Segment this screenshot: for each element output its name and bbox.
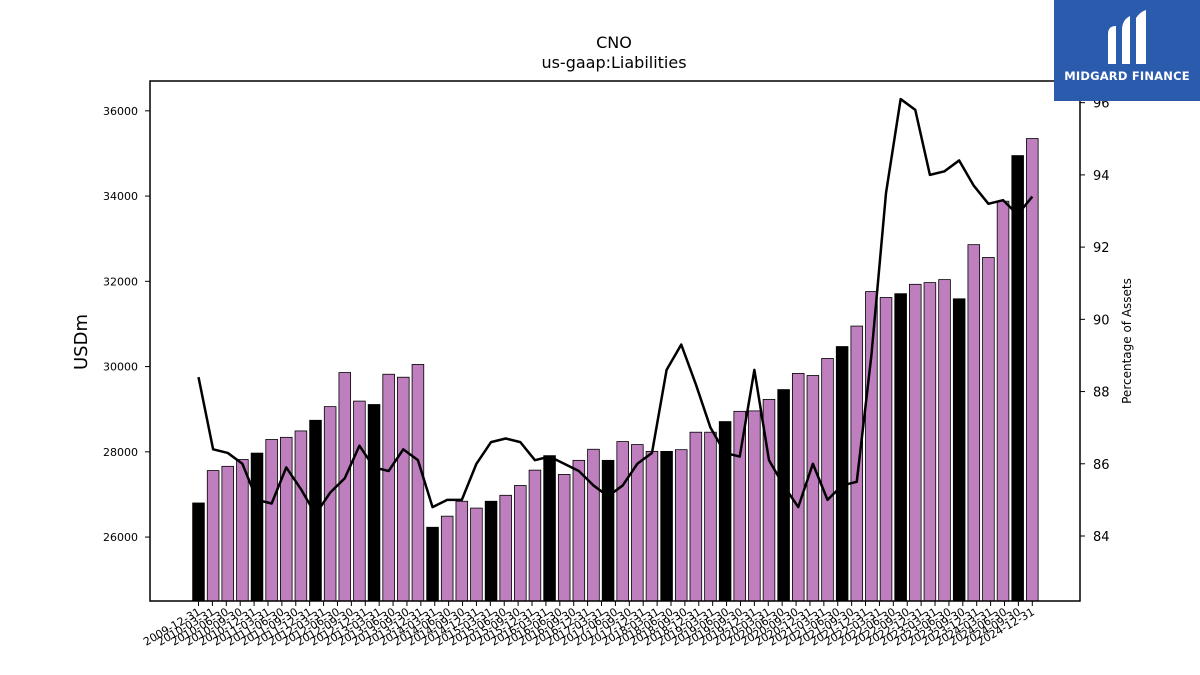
bar [572,459,586,602]
bar [514,485,527,602]
y2-tick-label: 92 [1093,241,1110,256]
y2-tick-label: 90 [1093,313,1110,328]
y-axis-left: 26000 28000 30000 32000 34000 36000 [103,105,150,544]
bar [821,358,834,602]
bar [923,282,937,602]
bar [850,325,864,602]
bar [265,439,278,602]
bar [294,430,308,602]
bar [440,515,454,602]
bar [250,452,264,602]
y-tick-label: 28000 [103,446,138,459]
y2-axis-label: Percentage of Assets [1120,278,1134,404]
bar [455,500,469,602]
bar [792,372,805,602]
bar [411,364,425,602]
bar [499,494,512,602]
bar [426,526,439,602]
y-tick-label: 30000 [103,361,138,374]
bar [557,474,571,602]
bar [338,372,352,602]
bar [192,502,205,602]
bar [645,450,659,602]
bar [938,279,951,602]
bar [806,375,820,602]
bar [309,419,322,602]
y2-tick-label: 88 [1093,386,1110,401]
bar [982,257,995,602]
logo-mark-icon [1108,10,1146,64]
bar [1011,155,1024,602]
y-tick-label: 26000 [103,531,138,544]
bar [470,507,483,602]
y2-tick-label: 94 [1093,169,1110,184]
bar [397,376,410,602]
bar [221,465,234,602]
line-layer [197,97,1034,516]
bar [367,404,381,602]
x-axis: 2009-12-312010-03-312010-06-302010-09-30… [141,601,1037,649]
bar [660,450,673,602]
y2-tick-label: 84 [1093,530,1110,545]
bar [748,410,761,602]
bar [543,455,556,602]
bar [835,346,849,602]
bar [718,421,732,602]
bar [353,400,366,602]
logo-text: MIDGARD FINANCE [1064,69,1190,83]
chart-title: CNO [596,33,632,52]
bar [528,469,542,602]
bar [616,441,629,602]
bar [967,244,981,602]
bar [382,373,395,602]
y-tick-label: 32000 [103,275,138,288]
y-axis-label: USDm [71,314,92,370]
y2-tick-label: 86 [1093,458,1110,473]
bar [909,283,922,602]
bar [323,406,337,602]
bar [587,448,600,602]
bar [777,389,790,602]
bar [484,500,498,602]
bar [894,293,907,602]
percentage-line [197,97,1034,516]
bar [689,431,703,602]
bar [1026,138,1039,602]
brand-logo: MIDGARD FINANCE [1054,0,1200,101]
y-tick-label: 34000 [103,190,138,203]
y-tick-label: 36000 [103,105,138,118]
bar [674,449,688,602]
bar [996,200,1010,602]
bar [280,436,293,602]
chart-subtitle: us-gaap:Liabilities [541,53,686,72]
bar [952,298,966,602]
bar [206,470,220,602]
bars [192,138,1039,602]
bar [879,297,893,602]
bar [601,459,615,602]
bar [704,431,717,602]
bar [865,291,878,602]
bar [236,459,249,602]
